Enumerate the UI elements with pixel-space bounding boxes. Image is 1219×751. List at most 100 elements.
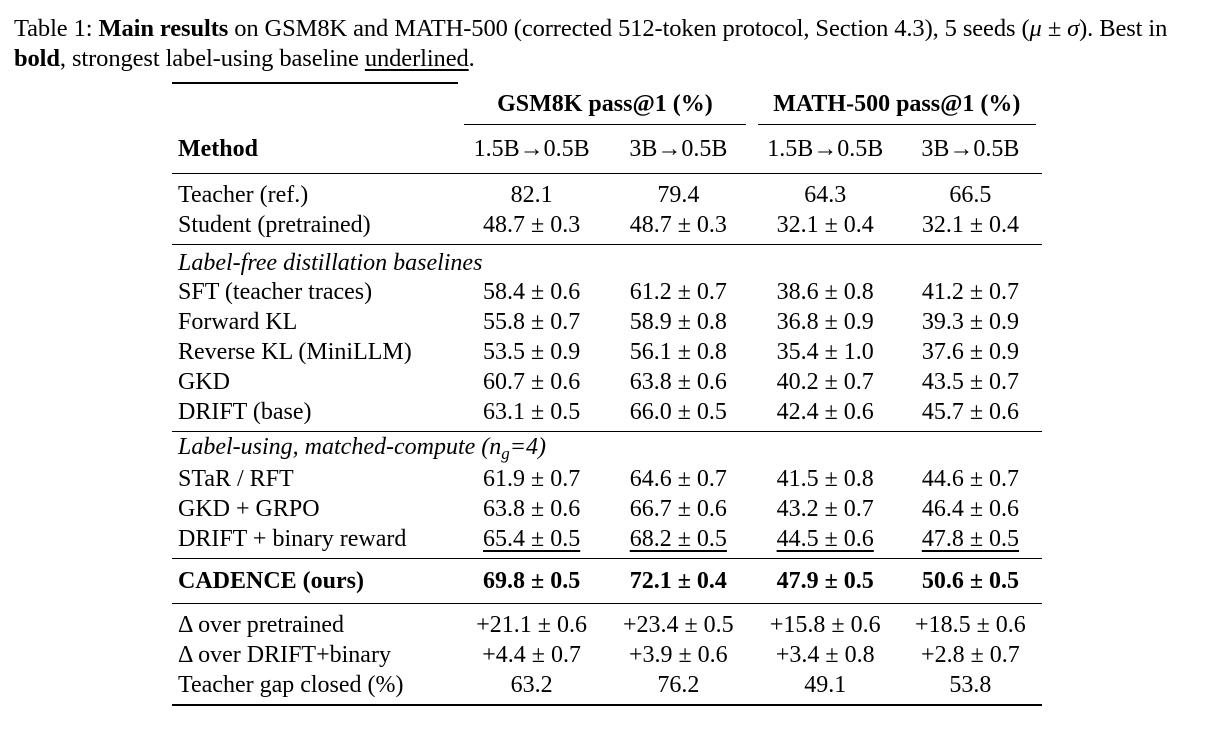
group-header-spacer [172, 82, 459, 125]
method-cell: Teacher (ref.) [178, 181, 309, 208]
best-value-cell: 50.6 ± 0.5 [898, 558, 1042, 604]
method-cell: Student (pretrained) [172, 210, 459, 245]
table-row: Forward KL 55.8 ± 0.7 58.9 ± 0.8 36.8 ± … [172, 307, 1042, 337]
best-value-cell: 69.8 ± 0.5 [458, 558, 606, 604]
section-title-label-using: Label-using, matched-compute (ng=4) [172, 432, 1042, 465]
value-cell: 66.7 ± 0.6 [629, 495, 727, 522]
underlined-value: 44.5 ± 0.6 [776, 525, 874, 552]
caption-text-3: , strongest label-using baseline [59, 45, 365, 72]
group-header-row: GSM8K pass@1 (%) MATH-500 pass@1 (%) [172, 82, 1042, 125]
caption-bold-lead: Main results [98, 15, 229, 42]
value-cell: 56.1 ± 0.8 [629, 338, 727, 365]
caption-math: μ ± σ [1029, 15, 1080, 42]
value-cell: 41.2 ± 0.7 [921, 278, 1019, 305]
value-cell: 49.1 [751, 670, 899, 706]
value-cell: 46.4 ± 0.6 [921, 495, 1019, 522]
underlined-value: 68.2 ± 0.5 [629, 525, 727, 552]
value-cell: 55.8 ± 0.7 [483, 308, 581, 335]
section-title-subscript: g [501, 444, 510, 463]
method-cell: Forward KL [178, 308, 298, 335]
value-cell: 53.8 [898, 670, 1042, 706]
ours-row: CADENCE (ours) 69.8 ± 0.5 72.1 ± 0.4 47.… [172, 558, 1042, 604]
table-row: GKD 60.7 ± 0.6 63.8 ± 0.6 40.2 ± 0.7 43.… [172, 367, 1042, 397]
value-cell: 47.8 ± 0.5 [899, 524, 1042, 559]
group-header-gsm8k: GSM8K pass@1 (%) [458, 83, 751, 125]
value-cell: 32.1 ± 0.4 [898, 210, 1042, 245]
underlined-value: 47.8 ± 0.5 [921, 525, 1019, 552]
value-cell: 64.6 ± 0.7 [629, 465, 727, 492]
value-cell: 68.2 ± 0.5 [605, 524, 752, 559]
value-cell: +23.4 ± 0.5 [622, 611, 734, 638]
value-cell: 66.5 [949, 181, 992, 208]
method-cell: STaR / RFT [178, 465, 294, 492]
value-cell: 48.7 ± 0.3 [605, 210, 752, 245]
value-cell: 48.7 ± 0.3 [458, 210, 606, 245]
value-cell: 44.5 ± 0.6 [752, 524, 899, 559]
value-cell: 63.2 [458, 670, 606, 706]
table-row: STaR / RFT 61.9 ± 0.7 64.6 ± 0.7 41.5 ± … [172, 464, 1042, 494]
table-row: SFT (teacher traces) 58.4 ± 0.6 61.2 ± 0… [172, 277, 1042, 307]
method-cell: GKD [178, 368, 230, 395]
value-cell: 63.1 ± 0.5 [458, 397, 606, 432]
value-cell: +2.8 ± 0.7 [921, 641, 1020, 668]
section-header-row: Label-free distillation baselines [172, 245, 1042, 278]
table-row: Δ over DRIFT+binary +4.4 ± 0.7 +3.9 ± 0.… [172, 640, 1042, 670]
value-cell: 65.4 ± 0.5 [458, 524, 605, 559]
value-cell: +4.4 ± 0.7 [482, 641, 581, 668]
value-cell: 64.3 [804, 181, 847, 208]
group-header-math500: MATH-500 pass@1 (%) [752, 83, 1042, 125]
table-row: GKD + GRPO 63.8 ± 0.6 66.7 ± 0.6 43.2 ± … [172, 494, 1042, 524]
value-cell: 35.4 ± 1.0 [776, 338, 874, 365]
method-cell: GKD + GRPO [178, 495, 320, 522]
table-row: Teacher (ref.) 82.1 79.4 64.3 66.5 [172, 174, 1042, 211]
section-header-row: Label-using, matched-compute (ng=4) [172, 432, 1042, 465]
value-cell: 82.1 [510, 181, 553, 208]
underlined-value: 65.4 ± 0.5 [483, 525, 581, 552]
table-row: DRIFT + binary reward 65.4 ± 0.5 68.2 ± … [172, 524, 1042, 559]
caption-label: Table 1: [14, 15, 93, 42]
value-cell: 58.9 ± 0.8 [629, 308, 727, 335]
value-cell: 40.2 ± 0.7 [776, 368, 874, 395]
best-value-cell: 72.1 ± 0.4 [605, 558, 752, 604]
value-cell: +3.4 ± 0.8 [775, 641, 875, 668]
caption-text-1: on GSM8K and MATH-500 (corrected 512-tok… [228, 15, 1030, 42]
method-cell: DRIFT (base) [172, 397, 459, 432]
results-table: GSM8K pass@1 (%) MATH-500 pass@1 (%) Met… [172, 82, 1042, 706]
caption-text-4: . [468, 45, 475, 72]
value-cell: 61.9 ± 0.7 [483, 465, 581, 492]
value-cell: 41.5 ± 0.8 [776, 465, 874, 492]
table-row: DRIFT (base) 63.1 ± 0.5 66.0 ± 0.5 42.4 … [172, 397, 1042, 432]
method-cell: SFT (teacher traces) [178, 278, 373, 305]
value-cell: 61.2 ± 0.7 [629, 278, 727, 305]
value-cell: 32.1 ± 0.4 [751, 210, 899, 245]
value-cell: 60.7 ± 0.6 [483, 368, 581, 395]
value-cell: 79.4 [657, 181, 700, 208]
column-header: 1.5B→0.5B [751, 125, 899, 174]
value-cell: 58.4 ± 0.6 [483, 278, 581, 305]
table-row: Δ over pretrained +21.1 ± 0.6 +23.4 ± 0.… [172, 604, 1042, 641]
table-row: Student (pretrained) 48.7 ± 0.3 48.7 ± 0… [172, 210, 1042, 245]
value-cell: 45.7 ± 0.6 [898, 397, 1042, 432]
table-row: Teacher gap closed (%) 63.2 76.2 49.1 53… [172, 670, 1042, 706]
value-cell: +21.1 ± 0.6 [476, 611, 587, 638]
section-title-var: n [489, 434, 502, 460]
value-cell: 36.8 ± 0.9 [776, 308, 874, 335]
method-cell: Teacher gap closed (%) [172, 670, 459, 706]
section-title-suffix: =4) [509, 434, 546, 460]
value-cell: 43.5 ± 0.7 [921, 368, 1019, 395]
caption-text-2: ). Best in [1079, 15, 1168, 42]
table-row: Reverse KL (MiniLLM) 53.5 ± 0.9 56.1 ± 0… [172, 337, 1042, 367]
method-cell: CADENCE (ours) [172, 558, 459, 604]
value-cell: 66.0 ± 0.5 [605, 397, 752, 432]
value-cell: +15.8 ± 0.6 [769, 611, 881, 638]
section-title-label-free: Label-free distillation baselines [178, 250, 483, 276]
value-cell: +18.5 ± 0.6 [915, 611, 1026, 638]
method-cell: Reverse KL (MiniLLM) [178, 338, 412, 365]
method-cell: Δ over DRIFT+binary [178, 641, 391, 668]
value-cell: 38.6 ± 0.8 [776, 278, 874, 305]
value-cell: 43.2 ± 0.7 [776, 495, 874, 522]
method-cell: Δ over pretrained [178, 611, 345, 638]
column-header-method: Method [172, 125, 459, 174]
value-cell: +3.9 ± 0.6 [628, 641, 728, 668]
method-cell: DRIFT + binary reward [178, 525, 407, 552]
